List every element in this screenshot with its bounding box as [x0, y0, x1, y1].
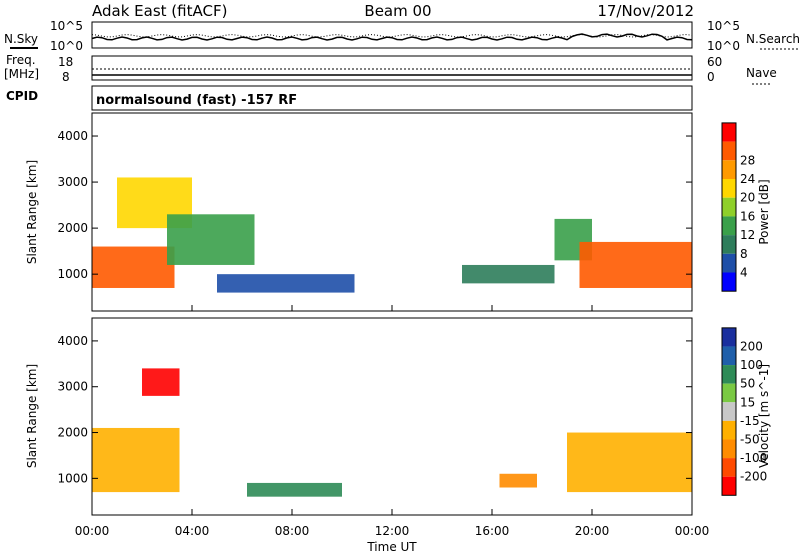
power-colorbar-tick: 20: [740, 191, 755, 205]
power-y-tick-label: 2000: [57, 221, 88, 235]
velocity-colorbar-swatch: [722, 327, 736, 347]
nave-label: Nave: [746, 66, 777, 80]
power-y-tick-label: 3000: [57, 175, 88, 189]
velocity-colorbar-tick: 15: [740, 395, 755, 409]
beam-title: Beam 00: [364, 2, 431, 20]
power-colorbar-tick: 8: [740, 247, 748, 261]
velocity-colorbar-label: Velocity [m s^-1]: [757, 364, 771, 468]
power-colorbar-swatch: [722, 160, 736, 179]
power-echo-region: [92, 246, 175, 288]
station-title: Adak East (fitACF): [92, 2, 227, 20]
freq-label-2: [MHz]: [4, 67, 39, 81]
cpid-panel: [91, 85, 693, 111]
velocity-colorbar-swatch: [722, 420, 736, 440]
power-y-tick-label: 4000: [57, 129, 88, 143]
noise-right-label: N.Search: [746, 32, 800, 46]
velocity-y-tick-label: 4000: [57, 334, 88, 348]
power-colorbar-swatch: [722, 253, 736, 273]
power-echo-region: [167, 214, 255, 265]
velocity-y-tick-label: 2000: [57, 426, 88, 440]
date-title: 17/Nov/2012: [597, 2, 694, 20]
velocity-y-tick-label: 1000: [57, 471, 88, 485]
noise-top-tick: 10^5: [50, 19, 83, 33]
velocity-colorbar-tick: 100: [740, 358, 763, 372]
velocity-echo-region: [142, 368, 180, 396]
nave-tick-top: 60: [707, 55, 722, 69]
velocity-echo-region: [499, 473, 537, 488]
power-colorbar-frame: [721, 122, 737, 292]
velocity-colorbar-swatch: [722, 346, 736, 366]
power-colorbar-label: Power [dB]: [757, 179, 771, 244]
nave-tick-bottom: 0: [707, 70, 715, 84]
velocity-echo-region: [567, 432, 692, 493]
velocity-colorbar-tick: -50: [740, 432, 760, 446]
noise-left-label: N.Sky: [4, 32, 38, 46]
velocity-colorbar-swatch: [722, 402, 736, 421]
x-axis-ticks: 00:00 04:00 08:00 12:00 16:00 20:00 00:00: [75, 305, 710, 538]
noise-sky-trace: [91, 33, 693, 41]
power-colorbar-tick: 16: [740, 209, 755, 223]
freq-tick-top: 18: [58, 55, 73, 69]
power-colorbar-tick: 12: [740, 228, 755, 242]
freq-tick-bottom: 8: [62, 70, 70, 84]
cpid-text: normalsound (fast) -157 RF: [96, 93, 297, 108]
velocity-colorbar-tick: -15: [740, 414, 760, 428]
power-y-label: Slant Range [km]: [25, 160, 39, 264]
x-tick-label: 00:00: [75, 524, 110, 538]
noise-search-trace: [91, 34, 693, 38]
power-colorbar-swatch: [722, 141, 736, 161]
x-axis-label: Time UT: [366, 540, 417, 554]
power-plot: [92, 177, 692, 293]
noise-top-tick-right: 10^5: [707, 19, 740, 33]
power-colorbar-swatch: [722, 272, 736, 292]
power-colorbar-swatch: [722, 179, 736, 198]
velocity-y-label: Slant Range [km]: [25, 364, 39, 468]
velocity-colorbar-swatch: [722, 365, 736, 384]
power-y-tick-label: 1000: [57, 267, 88, 281]
x-tick-label: 16:00: [475, 524, 510, 538]
noise-bottom-tick: 10^0: [50, 39, 83, 53]
power-colorbar-swatch: [722, 197, 736, 217]
velocity-colorbar-swatch: [722, 458, 736, 477]
power-colorbar-swatch: [722, 216, 736, 236]
velocity-colorbar-swatch: [722, 476, 736, 496]
velocity-y-tick-label: 3000: [57, 380, 88, 394]
freq-label-1: Freq.: [6, 53, 36, 67]
x-tick-label: 00:00: [675, 524, 710, 538]
power-colorbar-swatch: [722, 235, 736, 254]
velocity-colorbar-frame: [721, 327, 737, 496]
x-tick-label: 04:00: [175, 524, 210, 538]
velocity-colorbar-swatch: [722, 439, 736, 459]
velocity-colorbar-tick: 50: [740, 377, 755, 391]
velocity-y-ticks: 1000 2000 3000 4000: [57, 334, 692, 485]
velocity-colorbar: 200 100 50 15 -15 -50 -100 -200: [721, 327, 767, 496]
cpid-label: CPID: [6, 89, 38, 103]
power-colorbar-swatch: [722, 122, 736, 142]
velocity-colorbar-swatch: [722, 383, 736, 403]
velocity-echo-region: [247, 482, 342, 497]
power-echo-region: [217, 274, 355, 293]
power-colorbar-tick: 4: [740, 266, 748, 280]
velocity-echo-region: [92, 427, 180, 493]
power-echo-region: [462, 264, 555, 284]
velocity-colorbar-tick: 200: [740, 339, 763, 353]
power-colorbar: 4 8 12 16 20 24 28: [721, 122, 755, 292]
noise-bottom-tick-right: 10^0: [707, 39, 740, 53]
x-tick-label: 20:00: [575, 524, 610, 538]
velocity-plot: [92, 368, 692, 497]
power-colorbar-tick: 28: [740, 153, 755, 167]
freq-panel: [91, 55, 693, 81]
velocity-colorbar-tick: -100: [740, 451, 767, 465]
power-echo-region: [579, 241, 692, 288]
x-tick-label: 08:00: [275, 524, 310, 538]
power-y-ticks: 1000 2000 3000 4000: [57, 129, 692, 281]
power-colorbar-tick: 24: [740, 172, 755, 186]
velocity-colorbar-tick: -200: [740, 470, 767, 484]
x-tick-label: 12:00: [375, 524, 410, 538]
